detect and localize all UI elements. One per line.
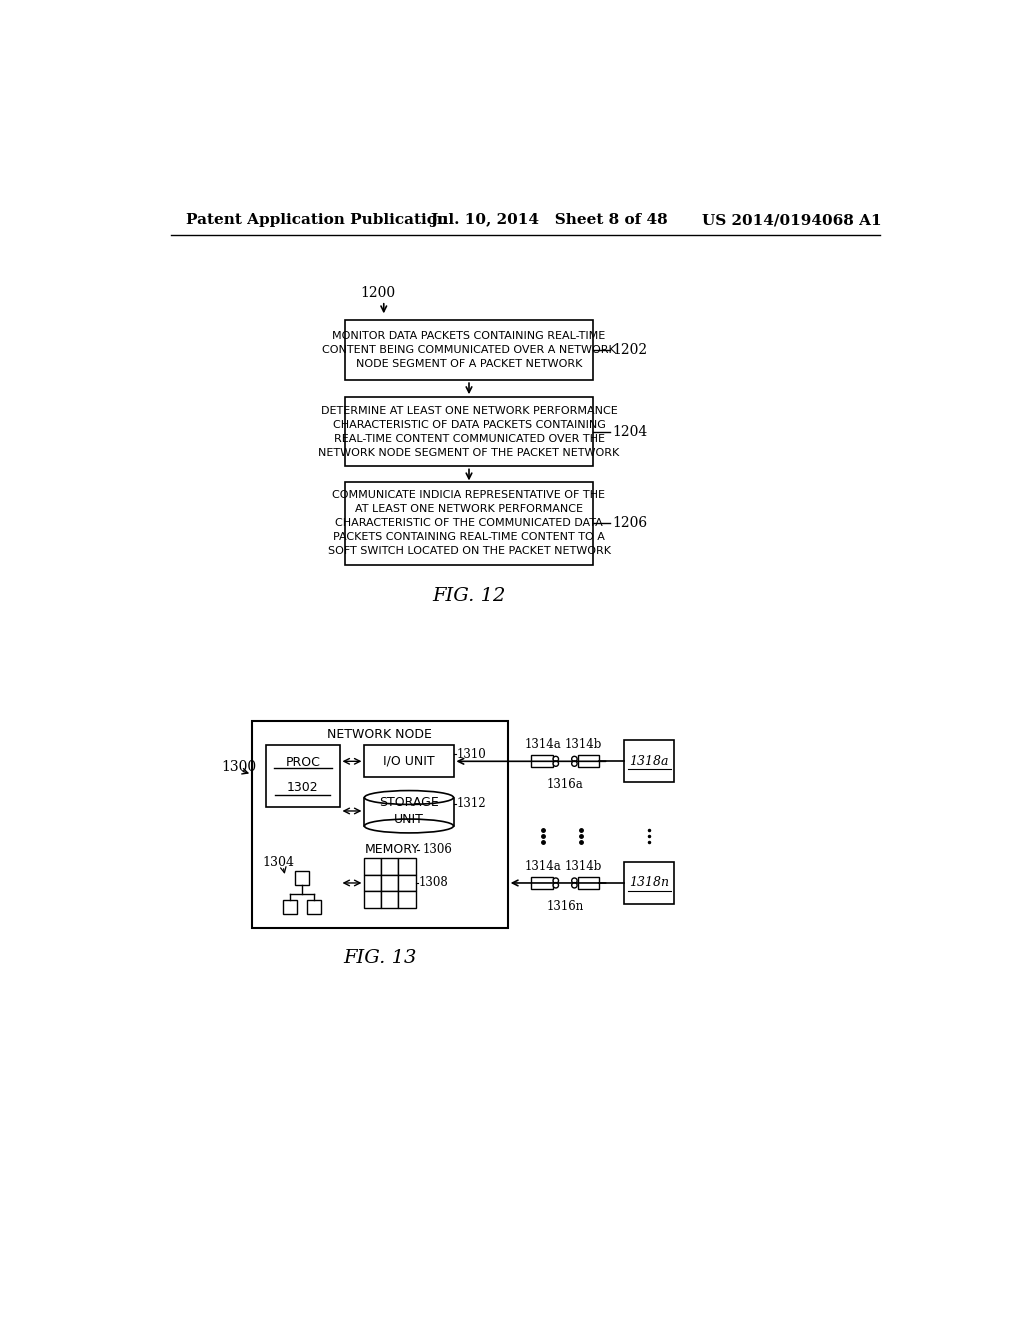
- Bar: [578, 876, 599, 890]
- Bar: [345, 397, 593, 466]
- Text: FIG. 12: FIG. 12: [432, 587, 506, 605]
- Bar: [365, 744, 454, 777]
- Text: COMMUNICATE INDICIA REPRESENTATIVE OF THE
AT LEAST ONE NETWORK PERFORMANCE
CHARA: COMMUNICATE INDICIA REPRESENTATIVE OF TH…: [328, 491, 610, 557]
- Text: STORAGE
UNIT: STORAGE UNIT: [379, 796, 439, 826]
- Bar: [398, 875, 416, 891]
- Bar: [307, 900, 322, 913]
- Text: 1300: 1300: [221, 760, 256, 774]
- Text: MEMORY: MEMORY: [365, 843, 419, 857]
- Text: I/O UNIT: I/O UNIT: [383, 755, 435, 768]
- Circle shape: [553, 756, 558, 762]
- Ellipse shape: [365, 791, 454, 804]
- Circle shape: [571, 878, 578, 883]
- Circle shape: [571, 756, 578, 762]
- Text: MONITOR DATA PACKETS CONTAINING REAL-TIME
CONTENT BEING COMMUNICATED OVER A NETW: MONITOR DATA PACKETS CONTAINING REAL-TIM…: [323, 331, 615, 370]
- Bar: [295, 871, 309, 884]
- Circle shape: [553, 883, 558, 888]
- Text: NETWORK NODE: NETWORK NODE: [328, 727, 432, 741]
- Bar: [365, 796, 454, 826]
- Text: 1304: 1304: [262, 857, 294, 870]
- Bar: [365, 891, 381, 908]
- Circle shape: [553, 760, 558, 767]
- Text: 1306: 1306: [423, 843, 453, 857]
- Bar: [266, 744, 340, 807]
- Text: FIG. 13: FIG. 13: [343, 949, 417, 966]
- Text: 1312: 1312: [457, 797, 486, 810]
- Bar: [365, 858, 381, 875]
- Bar: [624, 862, 675, 904]
- Text: 1316a: 1316a: [547, 777, 584, 791]
- Bar: [398, 858, 416, 875]
- Circle shape: [571, 883, 578, 888]
- Text: PROC: PROC: [286, 755, 321, 768]
- Text: 1204: 1204: [612, 425, 647, 438]
- Text: 1302: 1302: [287, 781, 318, 795]
- Bar: [345, 321, 593, 380]
- Text: Jul. 10, 2014   Sheet 8 of 48: Jul. 10, 2014 Sheet 8 of 48: [430, 213, 668, 227]
- Text: 1308: 1308: [419, 876, 449, 890]
- Text: 1318a: 1318a: [630, 755, 669, 768]
- Text: 1206: 1206: [612, 516, 647, 531]
- Bar: [381, 875, 398, 891]
- Bar: [398, 891, 416, 908]
- Bar: [578, 755, 599, 767]
- Bar: [624, 741, 675, 783]
- Text: 1316n: 1316n: [547, 899, 584, 912]
- Bar: [531, 755, 553, 767]
- Text: 1314a: 1314a: [524, 738, 561, 751]
- Bar: [252, 721, 508, 928]
- Text: Patent Application Publication: Patent Application Publication: [186, 213, 449, 227]
- Bar: [381, 858, 398, 875]
- Text: 1314a: 1314a: [524, 859, 561, 873]
- Text: DETERMINE AT LEAST ONE NETWORK PERFORMANCE
CHARACTERISTIC OF DATA PACKETS CONTAI: DETERMINE AT LEAST ONE NETWORK PERFORMAN…: [318, 405, 620, 458]
- Text: 1200: 1200: [360, 286, 395, 300]
- Text: 1202: 1202: [612, 343, 647, 358]
- Bar: [531, 876, 553, 890]
- Bar: [381, 891, 398, 908]
- Text: US 2014/0194068 A1: US 2014/0194068 A1: [701, 213, 881, 227]
- Circle shape: [553, 878, 558, 883]
- Text: 1314b: 1314b: [564, 859, 602, 873]
- Ellipse shape: [365, 818, 454, 833]
- Circle shape: [571, 760, 578, 767]
- Text: 1318n: 1318n: [629, 876, 670, 890]
- Text: 1310: 1310: [457, 748, 486, 760]
- Text: 1314b: 1314b: [564, 738, 602, 751]
- Bar: [345, 482, 593, 565]
- Bar: [365, 875, 381, 891]
- Bar: [283, 900, 297, 913]
